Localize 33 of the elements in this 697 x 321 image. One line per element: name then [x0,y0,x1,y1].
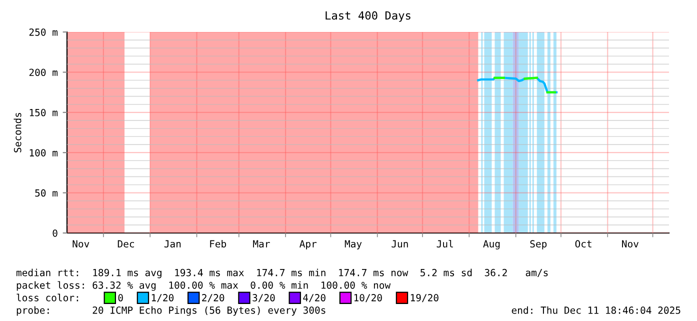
x-tick-label: May [344,240,362,250]
legend-title: loss color: [16,294,78,302]
y-tick-label: 50 m [35,189,58,197]
x-tick-label: Nov [622,240,639,248]
text: packet loss: 63.32 % avg 100.00 % max 0.00 % min 100.00 % now [16,281,391,291]
y-tick-label: 200 m [29,68,58,76]
y-tick-label: 150 m [30,108,58,116]
legend-label: 2/20 [202,294,224,302]
y-axis-title: Seconds [14,112,22,152]
legend-label: 19/20 [410,294,438,302]
legend-label: 3/20 [252,294,275,302]
text: median rtt: 189.1 ms avg 193.4 ms max 174.7 ms min 174.7 ms now 5.2 ms sd 36.2 am/s [16,268,548,278]
x-tick-label: Jul [436,240,453,248]
chart-title: Last 400 Days [326,11,410,22]
legend-label: 1/20 [152,294,174,302]
x-tick-label: Apr [300,240,317,250]
legend-label: 0 [118,294,123,302]
x-tick-label: Dec [118,240,134,248]
x-tick-label: Oct [575,240,592,248]
legend-label: 4/20 [303,294,326,302]
x-tick-label: Sep [530,240,547,250]
x-tick-label: Jan [164,240,181,248]
legend-label: 10/20 [354,294,382,302]
x-tick-label: Nov [72,240,90,248]
x-tick-label: Feb [210,240,226,248]
y-tick-label: 0 [52,230,58,237]
x-tick-label: Mar [253,240,270,248]
text: end: Thu Dec 11 18:46:04 2025 [512,306,680,314]
x-tick-label: Aug [483,240,500,250]
y-tick-label: 250 m [29,28,58,36]
x-tick-label: Jun [392,240,408,248]
y-tick-label: 100 m [30,149,58,156]
text: probe: 20 ICMP Echo Pings (56 Bytes) every 300s [16,306,326,316]
